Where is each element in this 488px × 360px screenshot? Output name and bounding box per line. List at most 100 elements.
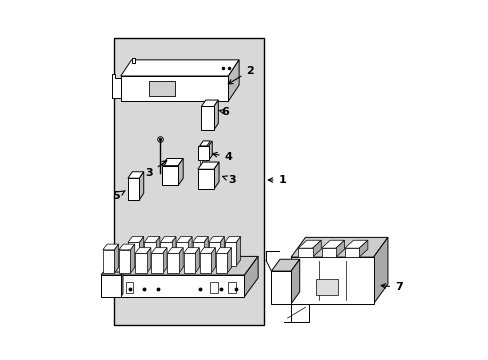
Polygon shape — [171, 237, 176, 266]
Polygon shape — [130, 244, 135, 273]
Polygon shape — [163, 248, 167, 273]
Polygon shape — [114, 244, 119, 273]
Bar — [113, 39, 264, 325]
Polygon shape — [128, 237, 143, 242]
Polygon shape — [312, 240, 321, 257]
Bar — [119, 250, 130, 273]
Bar — [271, 271, 290, 304]
Bar — [298, 248, 312, 257]
Polygon shape — [201, 100, 218, 107]
Polygon shape — [151, 248, 167, 253]
Bar — [199, 253, 211, 273]
Polygon shape — [176, 237, 192, 242]
Bar — [200, 160, 202, 166]
Text: 6: 6 — [218, 107, 228, 117]
Bar — [160, 242, 171, 266]
Polygon shape — [101, 272, 122, 275]
Polygon shape — [139, 237, 143, 266]
Bar — [101, 275, 121, 297]
Bar — [128, 178, 139, 200]
Polygon shape — [167, 248, 183, 253]
Polygon shape — [195, 248, 199, 273]
Bar — [102, 250, 114, 273]
Bar — [198, 169, 214, 189]
Text: 3: 3 — [145, 161, 166, 178]
Polygon shape — [236, 237, 240, 266]
Text: 1: 1 — [268, 175, 286, 185]
Polygon shape — [321, 240, 344, 248]
Polygon shape — [102, 244, 119, 250]
Bar — [162, 166, 178, 185]
Bar — [128, 242, 139, 266]
Polygon shape — [228, 60, 239, 101]
Bar — [121, 275, 244, 297]
Bar — [135, 253, 146, 273]
Polygon shape — [284, 304, 308, 321]
Polygon shape — [224, 237, 240, 242]
Bar — [208, 242, 220, 266]
Polygon shape — [290, 237, 387, 257]
Polygon shape — [121, 60, 239, 76]
Polygon shape — [144, 237, 160, 242]
Polygon shape — [121, 272, 122, 297]
Polygon shape — [160, 237, 176, 242]
Polygon shape — [211, 248, 215, 273]
Bar — [167, 253, 179, 273]
Polygon shape — [121, 76, 228, 101]
Bar — [290, 257, 373, 304]
Polygon shape — [271, 259, 299, 271]
Bar — [144, 242, 155, 266]
Bar — [316, 279, 337, 295]
Polygon shape — [298, 240, 321, 248]
Polygon shape — [335, 240, 344, 257]
Bar — [215, 253, 227, 273]
Polygon shape — [199, 141, 210, 146]
Bar — [210, 282, 217, 293]
Polygon shape — [183, 248, 199, 253]
Polygon shape — [192, 237, 208, 242]
Polygon shape — [162, 158, 183, 166]
Bar — [176, 242, 187, 266]
Polygon shape — [119, 244, 135, 250]
Polygon shape — [135, 248, 151, 253]
Text: 2: 2 — [228, 66, 254, 84]
Polygon shape — [187, 237, 192, 266]
Polygon shape — [215, 248, 231, 253]
Polygon shape — [208, 141, 212, 160]
Polygon shape — [199, 248, 215, 253]
Polygon shape — [290, 259, 299, 304]
Polygon shape — [208, 237, 224, 242]
Bar — [203, 160, 205, 166]
Bar — [151, 253, 163, 273]
Bar — [224, 242, 236, 266]
Polygon shape — [179, 248, 183, 273]
Bar — [228, 282, 235, 293]
Polygon shape — [128, 172, 143, 178]
Polygon shape — [203, 237, 208, 266]
Polygon shape — [244, 256, 258, 297]
Polygon shape — [227, 248, 231, 273]
Text: 7: 7 — [381, 282, 402, 292]
Text: 4: 4 — [212, 152, 232, 162]
Polygon shape — [359, 240, 367, 257]
Polygon shape — [373, 237, 387, 304]
Polygon shape — [214, 162, 219, 189]
Text: 3: 3 — [222, 175, 236, 185]
Bar — [183, 253, 195, 273]
Polygon shape — [178, 158, 183, 185]
Polygon shape — [121, 256, 258, 275]
Polygon shape — [146, 248, 151, 273]
Polygon shape — [131, 58, 135, 63]
Bar — [192, 242, 203, 266]
Bar — [198, 146, 208, 160]
Polygon shape — [112, 74, 121, 98]
Polygon shape — [198, 162, 219, 169]
Polygon shape — [139, 172, 143, 200]
Polygon shape — [220, 237, 224, 266]
Bar — [201, 107, 214, 130]
Text: 5: 5 — [112, 191, 125, 201]
Polygon shape — [155, 237, 160, 266]
Bar — [344, 248, 359, 257]
Polygon shape — [214, 100, 218, 130]
Bar — [149, 81, 174, 96]
